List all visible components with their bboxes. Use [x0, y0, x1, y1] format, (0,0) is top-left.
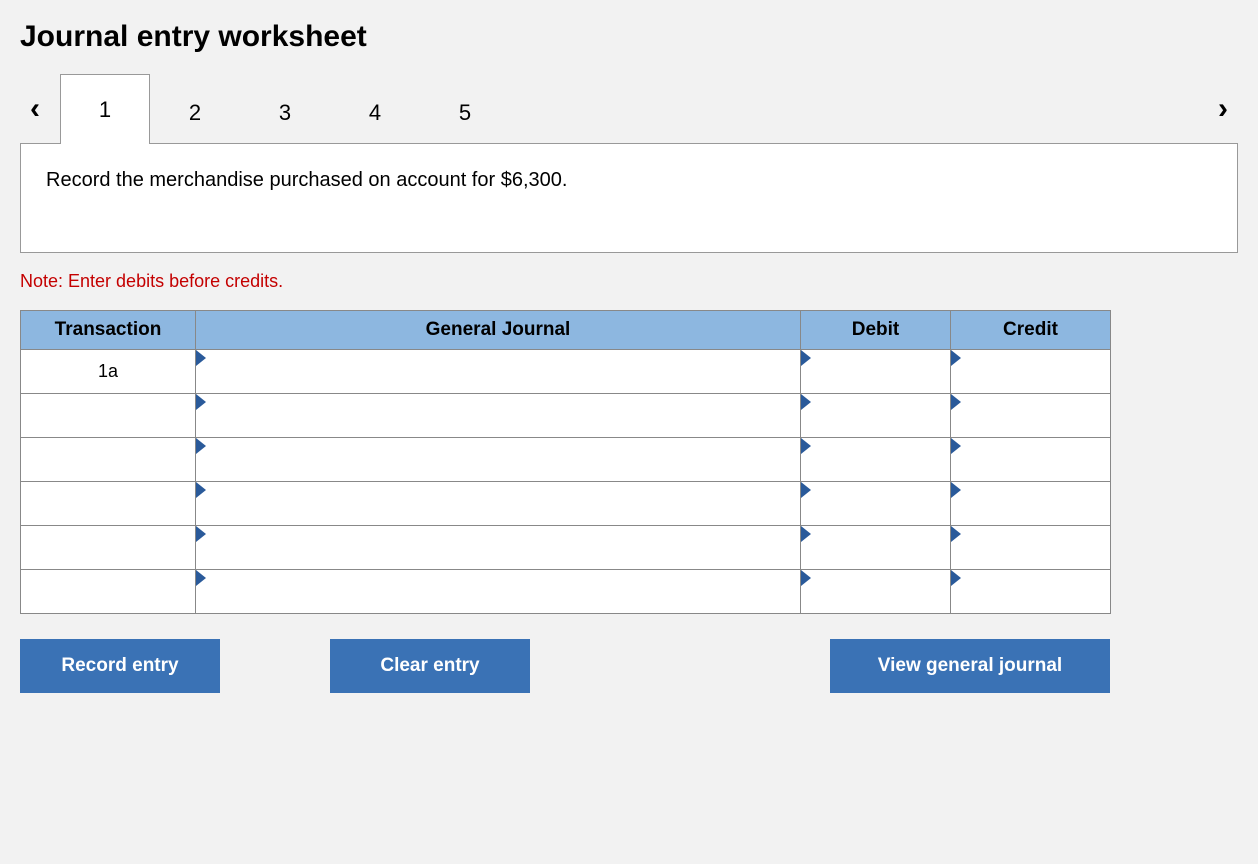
debit-cell[interactable] [801, 394, 951, 438]
table-row [21, 570, 1111, 614]
general-journal-cell[interactable] [196, 350, 801, 394]
dropdown-icon [951, 570, 961, 586]
credit-cell[interactable] [951, 394, 1111, 438]
debit-cell[interactable] [801, 526, 951, 570]
general-journal-cell[interactable] [196, 394, 801, 438]
page-title: Journal entry worksheet [20, 20, 1238, 54]
credit-cell[interactable] [951, 350, 1111, 394]
tab-1[interactable]: 1 [60, 74, 150, 144]
dropdown-icon [196, 482, 206, 498]
tab-3[interactable]: 3 [240, 83, 330, 143]
header-debit: Debit [801, 311, 951, 350]
tab-5[interactable]: 5 [420, 83, 510, 143]
dropdown-icon [951, 438, 961, 454]
debit-cell[interactable] [801, 350, 951, 394]
debit-cell[interactable] [801, 482, 951, 526]
dropdown-icon [196, 394, 206, 410]
clear-entry-button[interactable]: Clear entry [330, 639, 530, 693]
tab-2[interactable]: 2 [150, 83, 240, 143]
transaction-cell: 1a [21, 350, 196, 394]
dropdown-icon [801, 350, 811, 366]
transaction-cell [21, 526, 196, 570]
tabs-container: 12345 [60, 74, 510, 143]
prompt-text: Record the merchandise purchased on acco… [46, 169, 567, 191]
dropdown-icon [196, 350, 206, 366]
dropdown-icon [196, 438, 206, 454]
general-journal-cell[interactable] [196, 526, 801, 570]
general-journal-cell[interactable] [196, 482, 801, 526]
note-text: Note: Enter debits before credits. [20, 271, 1238, 292]
table-row [21, 394, 1111, 438]
header-general-journal: General Journal [196, 311, 801, 350]
dropdown-icon [801, 394, 811, 410]
dropdown-icon [801, 570, 811, 586]
general-journal-cell[interactable] [196, 438, 801, 482]
transaction-cell [21, 438, 196, 482]
dropdown-icon [951, 394, 961, 410]
debit-cell[interactable] [801, 570, 951, 614]
header-transaction: Transaction [21, 311, 196, 350]
credit-cell[interactable] [951, 570, 1111, 614]
dropdown-icon [801, 526, 811, 542]
dropdown-icon [951, 350, 961, 366]
button-row: Record entry Clear entry View general jo… [20, 639, 1110, 693]
table-row: 1a [21, 350, 1111, 394]
journal-table: Transaction General Journal Debit Credit… [20, 310, 1111, 614]
credit-cell[interactable] [951, 482, 1111, 526]
transaction-cell [21, 482, 196, 526]
record-entry-button[interactable]: Record entry [20, 639, 220, 693]
prev-icon[interactable]: ‹ [20, 92, 50, 126]
dropdown-icon [196, 526, 206, 542]
tab-nav: ‹ 12345 › [20, 74, 1238, 143]
credit-cell[interactable] [951, 526, 1111, 570]
debit-cell[interactable] [801, 438, 951, 482]
transaction-cell [21, 570, 196, 614]
header-credit: Credit [951, 311, 1111, 350]
dropdown-icon [801, 482, 811, 498]
table-row [21, 526, 1111, 570]
credit-cell[interactable] [951, 438, 1111, 482]
general-journal-cell[interactable] [196, 570, 801, 614]
dropdown-icon [801, 438, 811, 454]
tab-4[interactable]: 4 [330, 83, 420, 143]
prompt-box: Record the merchandise purchased on acco… [20, 143, 1238, 253]
dropdown-icon [951, 482, 961, 498]
table-row [21, 438, 1111, 482]
next-icon[interactable]: › [1208, 92, 1238, 126]
transaction-cell [21, 394, 196, 438]
dropdown-icon [196, 570, 206, 586]
table-row [21, 482, 1111, 526]
view-general-journal-button[interactable]: View general journal [830, 639, 1110, 693]
dropdown-icon [951, 526, 961, 542]
